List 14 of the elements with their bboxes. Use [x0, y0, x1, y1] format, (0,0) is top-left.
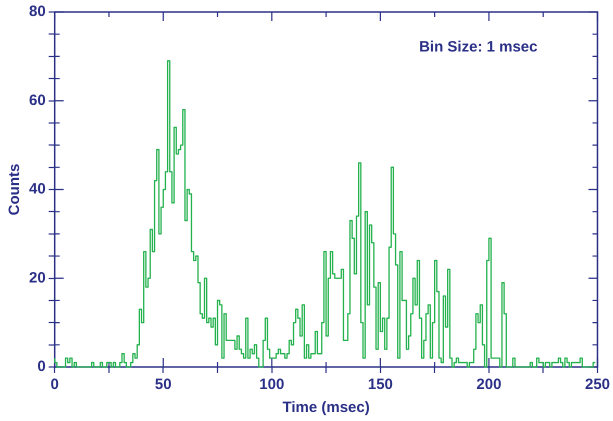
y-axis-title: Counts — [6, 164, 24, 216]
x-tick-label: 200 — [476, 376, 502, 394]
x-tick-label: 150 — [368, 376, 393, 394]
y-tick-label: 20 — [28, 269, 46, 286]
y-tick-label: 0 — [37, 358, 46, 376]
y-tick-label: 80 — [28, 3, 46, 20]
annotation: Bin Size: 1 msec — [419, 38, 538, 56]
x-tick-label: 100 — [259, 376, 284, 394]
x-tick-label: 0 — [50, 376, 59, 394]
y-tick-label: 40 — [28, 180, 46, 198]
x-tick-label: 250 — [584, 376, 610, 394]
x-tick-label: 50 — [154, 376, 172, 394]
y-tick-label: 60 — [28, 92, 46, 109]
x-axis-title: Time (msec) — [282, 399, 370, 416]
